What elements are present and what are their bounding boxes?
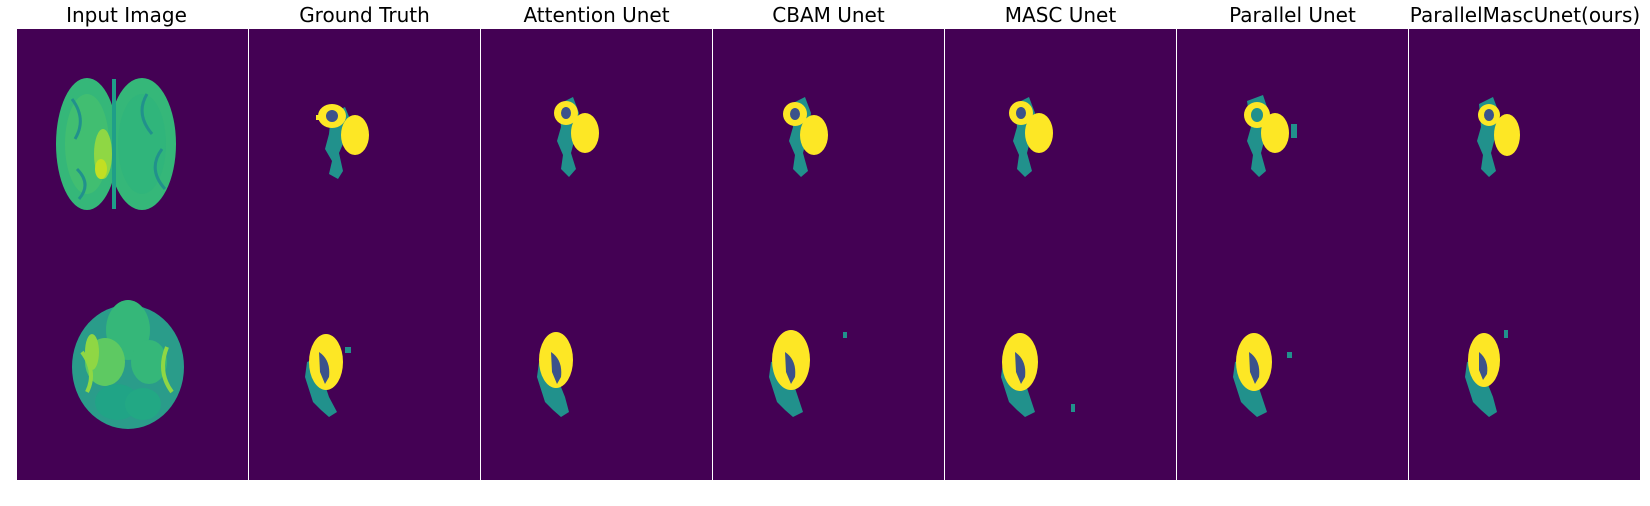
row1-ground-truth-mask <box>316 104 369 179</box>
row1-input-brain-mri <box>17 29 248 257</box>
row1-cbam-unet-mask <box>783 97 828 177</box>
row1-masc-unet-mask <box>1009 97 1053 177</box>
row1-parallel-masc-unet-ours-panel <box>1409 29 1640 257</box>
column-title-ground-truth: Ground Truth <box>299 3 430 27</box>
row1-ground-truth-panel <box>249 29 480 257</box>
column-title-parallel-masc-unet-ours: ParallelMascUnet(ours) <box>1409 3 1641 27</box>
row1-parallel-unet-panel <box>1177 29 1408 257</box>
row2-cbam-unet-mask <box>769 330 847 417</box>
row1-parallel-masc-unet-ours-mask <box>1477 97 1520 177</box>
row1-masc-unet-panel <box>945 29 1176 257</box>
row2-masc-unet-panel <box>945 252 1176 480</box>
column-title-masc-unet: MASC Unet <box>1004 3 1117 27</box>
row1-attention-unet-panel <box>481 29 712 257</box>
row2-ground-truth-mask <box>305 334 351 417</box>
row1-input-image-panel <box>17 29 248 257</box>
row2-input-image-panel <box>17 252 248 480</box>
row2-masc-unet-mask <box>1001 333 1075 417</box>
row2-input-brain-mri <box>17 252 248 480</box>
row1-parallel-unet-mask <box>1244 95 1297 177</box>
column-title-cbam-unet: CBAM Unet <box>772 3 885 27</box>
row2-attention-unet-panel <box>481 252 712 480</box>
column-title-parallel-unet: Parallel Unet <box>1229 3 1356 27</box>
row2-parallel-masc-unet-ours-mask <box>1465 330 1508 417</box>
row2-cbam-unet-panel <box>713 252 944 480</box>
row1-attention-unet-mask <box>554 97 599 177</box>
row1-cbam-unet-panel <box>713 29 944 257</box>
row2-parallel-masc-unet-ours-panel <box>1409 252 1640 480</box>
row2-parallel-unet-panel <box>1177 252 1408 480</box>
column-title-input-image: Input Image <box>66 3 187 27</box>
row2-attention-unet-mask <box>537 332 573 417</box>
row2-parallel-unet-mask <box>1233 333 1292 417</box>
row2-ground-truth-panel <box>249 252 480 480</box>
column-title-attention-unet: Attention Unet <box>523 3 670 27</box>
